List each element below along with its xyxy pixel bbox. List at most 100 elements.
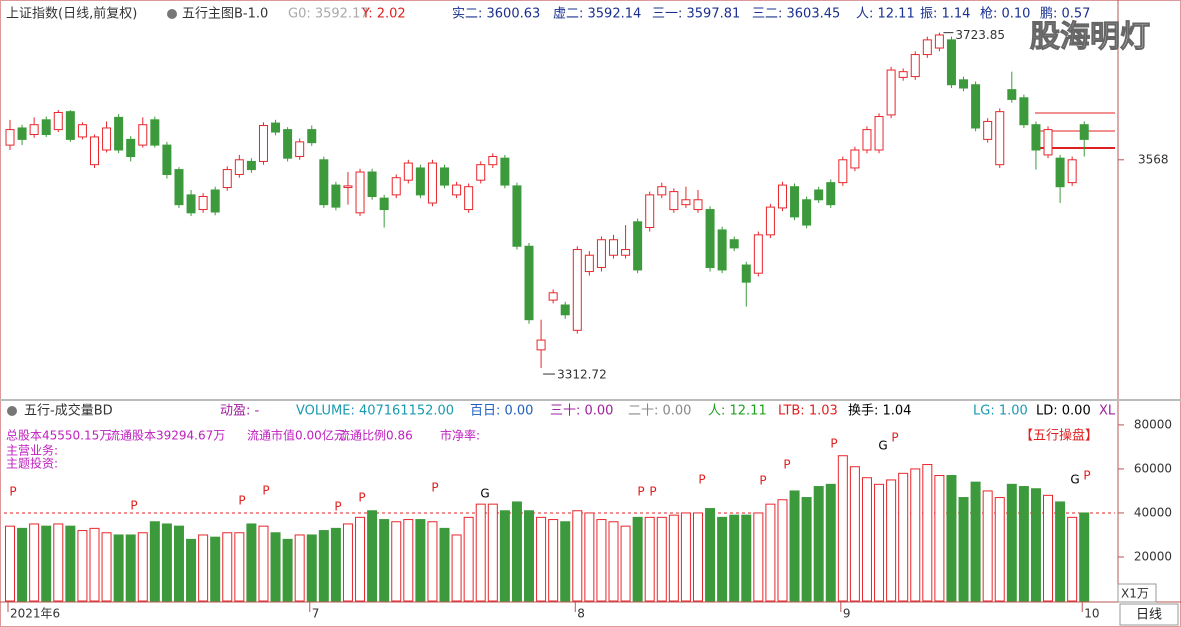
info-item: 流通比例0.86 [338, 429, 413, 443]
candle-body [1031, 124, 1041, 151]
volume-bar [632, 516, 643, 602]
volume-bar [596, 519, 607, 602]
signal-label: G [480, 487, 489, 501]
candle-body [246, 160, 256, 171]
volume-bar [222, 532, 233, 602]
candle-body [681, 199, 691, 206]
volume-bar [125, 534, 136, 602]
header-item: 人: 12.11 [856, 7, 915, 22]
volume-bar [958, 497, 969, 602]
candle-body [572, 249, 582, 331]
volume-bar [511, 501, 522, 602]
candle-body [669, 191, 679, 211]
candle-body [524, 245, 534, 321]
volume-bar [801, 497, 812, 602]
candle-body [826, 182, 836, 206]
candle-body [89, 136, 99, 166]
volume-header-item: 三十: 0.00 [550, 404, 613, 419]
volume-bar [258, 525, 269, 602]
candle-body [741, 264, 751, 283]
volume-bar [198, 534, 209, 602]
header-item: 虚二: 3592.14 [553, 7, 641, 22]
main-business: 主营业务: [6, 443, 58, 458]
candle-body [753, 234, 763, 274]
period-box[interactable] [1119, 603, 1179, 626]
indicator-name: 五行主图B-1.0 [182, 7, 268, 22]
volume-bar [1043, 494, 1054, 602]
candle-body [500, 157, 510, 186]
signal-label: P [334, 500, 341, 514]
candle-body [1079, 124, 1089, 140]
volume-bar [729, 514, 740, 602]
volume-bar [137, 532, 148, 602]
volume-bar [282, 538, 293, 602]
candle-body [693, 199, 703, 211]
candle-body [234, 159, 244, 175]
candle-body [1055, 157, 1065, 188]
candle-body [355, 171, 365, 214]
volume-bar [548, 519, 559, 602]
y-tick-label: 40000 [1134, 505, 1172, 519]
volume-bar [355, 516, 366, 602]
signal-label: P [637, 485, 644, 499]
candle-body [934, 34, 944, 49]
candle-body [367, 171, 377, 198]
volume-bar [741, 514, 752, 602]
volume-header-item: 百日: 0.00 [470, 404, 533, 419]
volume-bar [994, 497, 1005, 602]
candle-body [440, 167, 450, 186]
volume-header-item: 二十: 0.00 [628, 404, 691, 419]
candle-body [186, 194, 196, 214]
candle-body [77, 124, 87, 138]
period[interactable]: 日线 [1136, 608, 1162, 623]
volume-bar [536, 516, 547, 602]
volume-header-item: LD: 0.00 [1036, 404, 1091, 419]
volume-header-item: LG: 1.00 [973, 404, 1028, 419]
volume-bar [922, 464, 933, 602]
candle-body [138, 124, 148, 146]
candle-body [862, 129, 872, 151]
volume-bar [1030, 488, 1041, 602]
candle-body [922, 39, 932, 56]
volume-bar [17, 527, 28, 602]
candle-body [717, 229, 727, 271]
volume-bar [391, 521, 402, 602]
candle-body [65, 111, 75, 140]
candle-body [886, 69, 896, 116]
y-tick-label: 80000 [1134, 417, 1172, 431]
candle-body [633, 221, 643, 271]
candle-body [850, 149, 860, 169]
candle-body [415, 167, 425, 196]
candle-body [102, 127, 112, 151]
volume-bar [946, 475, 957, 602]
volume-bar [1018, 486, 1029, 602]
header-item: 枪: 0.10 [980, 6, 1030, 22]
candle-body [114, 116, 124, 151]
candle-body [319, 159, 329, 206]
header-item: G0: 3592.17 [288, 7, 369, 22]
candle-body [777, 184, 787, 209]
volume-bar [499, 510, 510, 602]
candle-body [983, 120, 993, 140]
signal-label: P [649, 485, 656, 499]
header-item: 实二: 3600.63 [452, 7, 540, 22]
volume-bar [5, 525, 15, 602]
candle-body [307, 129, 317, 144]
candle-body [271, 122, 281, 133]
x-tick-label: 10 [1084, 607, 1099, 621]
volume-bar [813, 486, 824, 602]
volume-bar [415, 519, 426, 602]
volume-bar [487, 503, 498, 602]
candle-body [210, 189, 220, 213]
candle-body [488, 156, 498, 166]
volume-bar [1055, 501, 1066, 602]
header-item: 三一: 3597.81 [652, 7, 740, 22]
volume-bar [451, 534, 462, 602]
candle-body [283, 129, 293, 159]
signal-label: P [698, 473, 705, 487]
volume-bar [910, 468, 921, 602]
header-item: 振: 1.14 [920, 7, 970, 22]
volume-bar [367, 510, 378, 602]
volume-bar [874, 483, 885, 602]
volume-bar [584, 512, 595, 602]
